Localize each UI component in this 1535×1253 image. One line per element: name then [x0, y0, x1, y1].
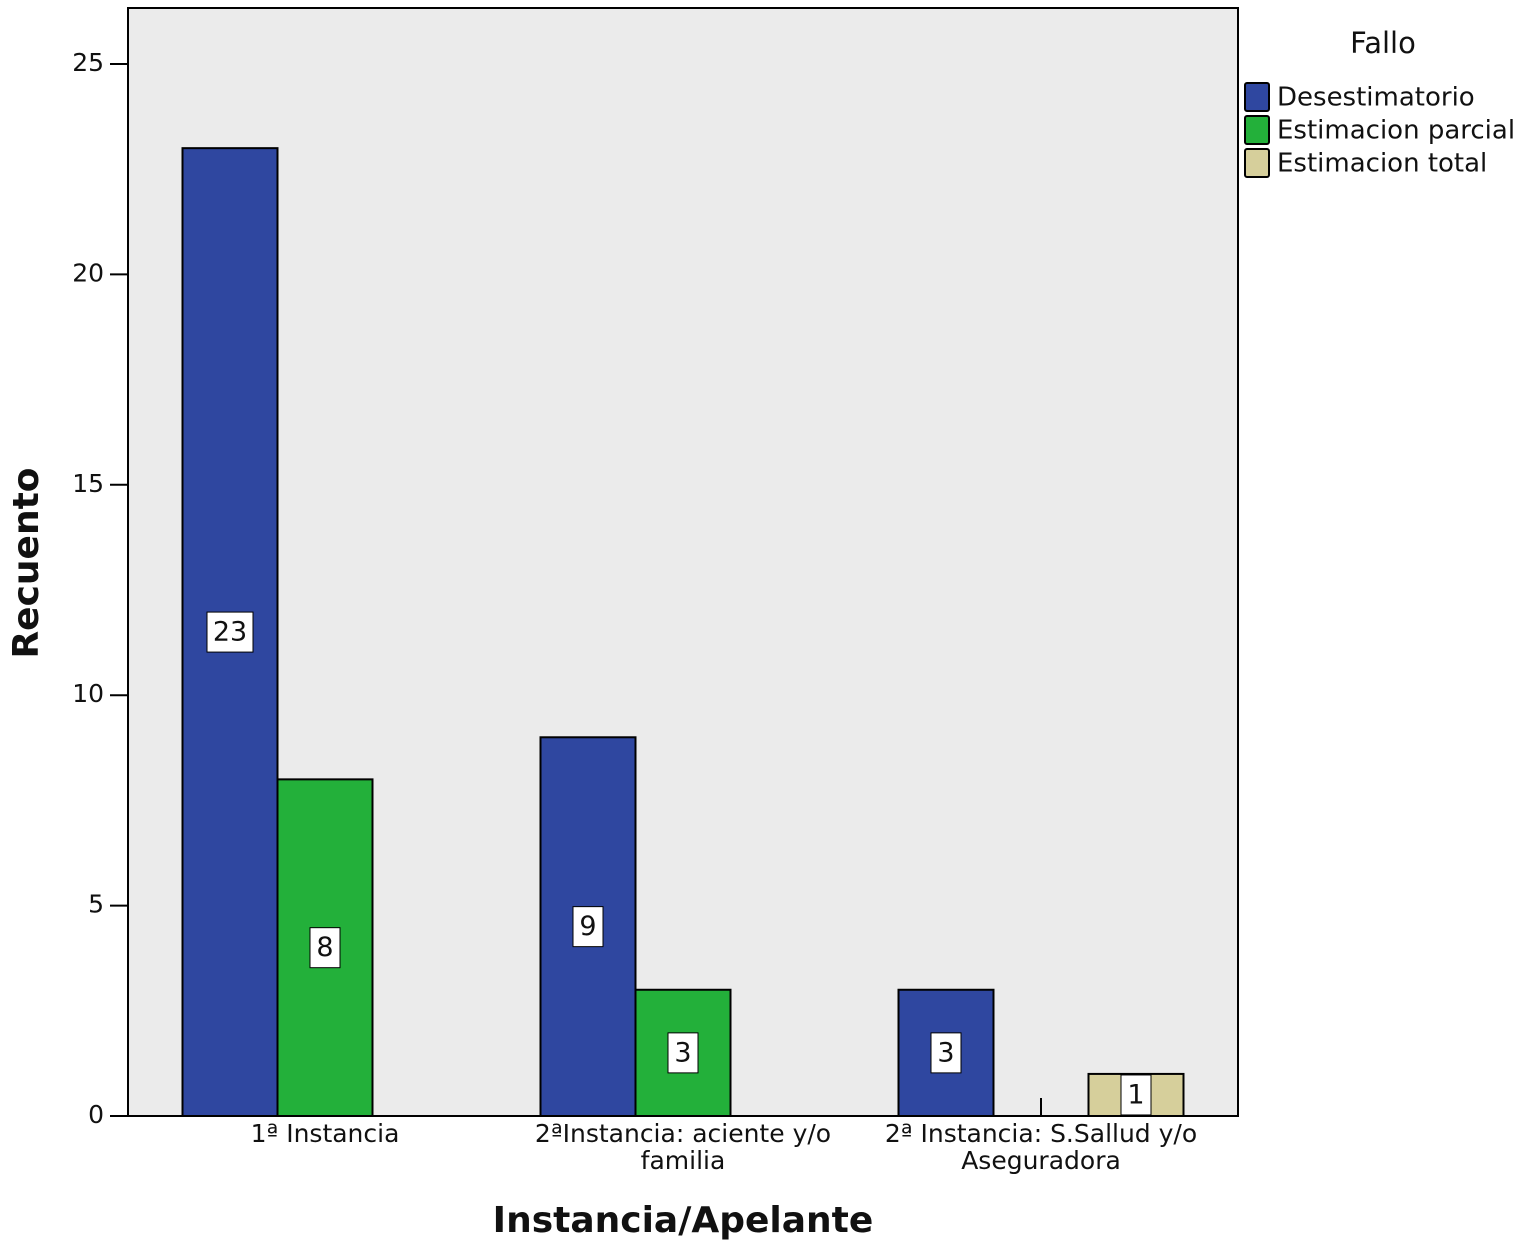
value-label-box	[572, 906, 604, 948]
x-tick-label-box: 2ªInstancia: aciente y/o familia	[534, 1120, 832, 1175]
legend-swatch	[1244, 82, 1270, 112]
value-label: 9	[579, 911, 596, 942]
y-tick-label: 0	[88, 1100, 104, 1129]
legend-label: Estimacion parcial	[1277, 116, 1515, 146]
value-label: 3	[674, 1037, 691, 1068]
y-axis-title: Recuento	[6, 467, 47, 658]
value-label: 23	[213, 617, 247, 648]
x-tick-label: 2ªInstancia: aciente y/o familia	[534, 1120, 832, 1175]
legend-label: Estimacion total	[1277, 149, 1487, 179]
legend-title: Fallo	[1350, 26, 1416, 60]
x-axis-title: Instancia/Apelante	[493, 1200, 874, 1241]
x-tick-label-box: 2ª Instancia: S.Sallud y/o Aseguradora	[884, 1120, 1198, 1175]
x-tick-label-box: 1ª Instancia	[250, 1120, 400, 1148]
y-tick-label: 25	[72, 48, 104, 77]
x-tick-label: 1ª Instancia	[250, 1120, 400, 1148]
value-label: 8	[316, 932, 333, 963]
value-label-box	[309, 927, 341, 969]
y-tick-label: 5	[88, 890, 104, 919]
value-label: 3	[937, 1037, 954, 1068]
legend-swatch	[1244, 115, 1270, 145]
value-label: 1	[1127, 1079, 1144, 1110]
x-tick-label: 2ª Instancia: S.Sallud y/o Aseguradora	[884, 1120, 1198, 1175]
y-tick-label: 10	[72, 679, 104, 708]
y-tick-label: 20	[72, 258, 104, 287]
legend-label: Desestimatorio	[1277, 83, 1475, 113]
legend-swatch	[1244, 148, 1270, 178]
value-label-box	[1120, 1074, 1152, 1116]
y-tick-label: 15	[72, 469, 104, 498]
value-label-box	[667, 1032, 699, 1074]
value-label-box	[930, 1032, 962, 1074]
value-label-box	[206, 611, 254, 653]
